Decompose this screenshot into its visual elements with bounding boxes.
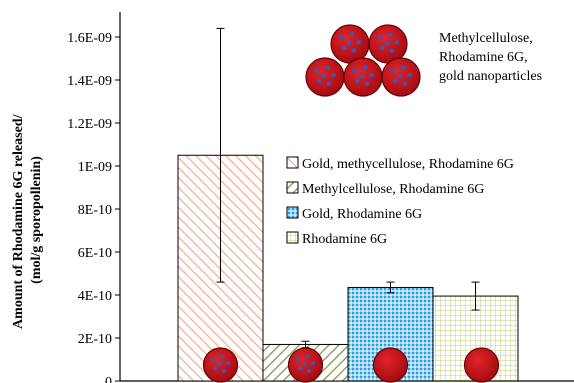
inset-label-line: Rhodamine 6G,	[439, 50, 528, 65]
legend-swatch	[286, 231, 299, 244]
bar-markers	[202, 347, 500, 383]
y-tick-label: 4E-10	[78, 289, 112, 304]
y-tick-label: 2E-10	[78, 332, 112, 347]
y-tick-label: 8E-10	[78, 203, 112, 218]
y-tick-label: 1E-09	[78, 160, 112, 175]
legend-swatch	[286, 156, 299, 169]
axes: 0 2E-10 4E-10 6E-10 8E-10 1E-09 1.2E-09 1.4E-09…	[67, 12, 574, 383]
legend-swatch	[286, 181, 299, 194]
nanoparticle-icon	[330, 24, 370, 64]
legend-entry: Rhodamine 6G	[302, 232, 387, 247]
bar-particle-icon	[463, 347, 500, 383]
legend-entry: Methylcellulose, Rhodamine 6G	[302, 182, 484, 197]
y-axis-label-line2: (mol/g sporopollenin)	[29, 156, 44, 284]
y-axis-label: Amount of Rhodamine 6G released/ (mol/g …	[11, 111, 44, 329]
legend-entry: Gold, Rhodamine 6G	[302, 207, 422, 222]
legend-swatch	[286, 206, 299, 219]
nanoparticle-icon	[343, 57, 383, 97]
y-tick-label: 1.2E-09	[67, 117, 112, 132]
y-tick-label: 1.4E-09	[67, 74, 112, 89]
legend: Gold, methycellulose, Rhodamine 6G Methyl…	[286, 156, 514, 247]
inset-label-line: Methylcellulose,	[439, 31, 533, 46]
y-tick-label: 0	[105, 375, 112, 383]
y-axis-label-line1: Amount of Rhodamine 6G released/	[11, 113, 26, 329]
nanoparticle-icon	[368, 24, 408, 64]
bar-particle-icon	[287, 347, 324, 383]
error-bar	[216, 27, 225, 283]
inset-illustration: Methylcellulose, Rhodamine 6G, gold nanopa…	[305, 24, 542, 97]
error-bar	[471, 281, 480, 311]
nanoparticle-icon	[305, 57, 345, 97]
y-tick-label: 6E-10	[78, 246, 112, 261]
nanoparticle-icon	[381, 57, 421, 97]
legend-entry: Gold, methycellulose, Rhodamine 6G	[302, 157, 514, 172]
y-tick-label: 1.6E-09	[67, 31, 112, 46]
bar-particle-icon	[372, 347, 409, 383]
inset-label-line: gold nanoparticles	[439, 69, 542, 84]
bar-particle-icon	[202, 347, 239, 383]
error-bar	[386, 281, 395, 294]
